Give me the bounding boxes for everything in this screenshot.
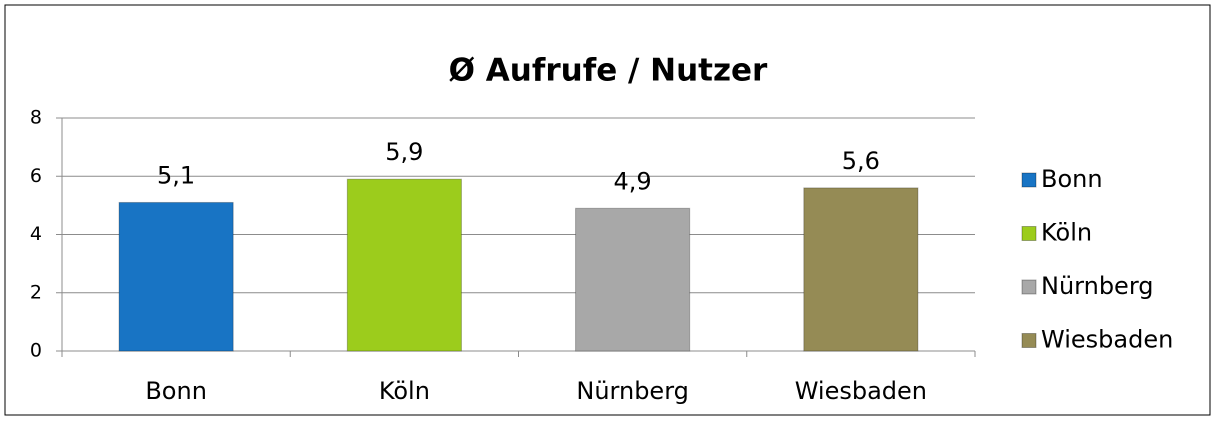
legend-swatch [1021, 172, 1037, 188]
chart-title: Ø Aufrufe / Nutzer [449, 53, 768, 89]
bar [575, 207, 691, 352]
y-tick-label: 6 [30, 165, 42, 187]
x-tick-label: Köln [379, 377, 430, 405]
y-tick-label: 4 [30, 223, 42, 245]
legend-swatch [1021, 333, 1037, 348]
y-tick-label: 8 [30, 107, 42, 129]
legend-swatch [1021, 279, 1037, 295]
y-tick-label: 0 [30, 340, 42, 362]
bar [803, 187, 919, 352]
bar [346, 178, 462, 352]
x-tick-label: Bonn [145, 377, 207, 405]
data-label: 5,6 [842, 147, 880, 175]
legend-label: Wiesbaden [1041, 326, 1173, 354]
legend-swatch [1021, 226, 1037, 241]
legend-label: Nürnberg [1041, 272, 1154, 300]
legend-label: Bonn [1041, 165, 1103, 193]
data-label: 5,9 [385, 138, 423, 166]
data-label: 4,9 [614, 167, 652, 195]
bar [118, 201, 234, 352]
data-label: 5,1 [157, 161, 195, 189]
y-tick-label: 2 [30, 281, 42, 303]
legend-label: Köln [1041, 219, 1092, 247]
x-tick-label: Wiesbaden [795, 377, 927, 405]
x-tick-label: Nürnberg [576, 377, 689, 405]
